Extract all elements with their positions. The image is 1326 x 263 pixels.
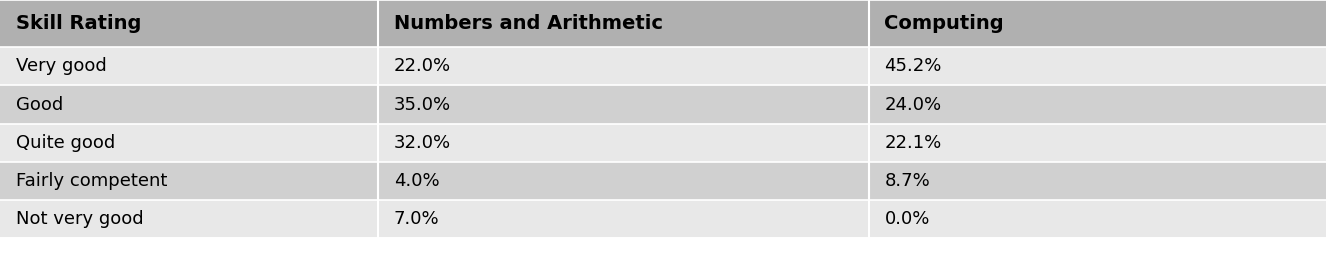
FancyBboxPatch shape [869,85,1326,124]
Text: 45.2%: 45.2% [884,57,941,75]
FancyBboxPatch shape [378,85,869,124]
FancyBboxPatch shape [0,47,378,85]
Text: 7.0%: 7.0% [394,210,439,228]
FancyBboxPatch shape [869,162,1326,200]
Text: 35.0%: 35.0% [394,95,451,114]
Text: Numbers and Arithmetic: Numbers and Arithmetic [394,14,663,33]
FancyBboxPatch shape [0,124,378,162]
FancyBboxPatch shape [0,162,378,200]
FancyBboxPatch shape [869,200,1326,238]
Text: Very good: Very good [16,57,106,75]
Text: Quite good: Quite good [16,134,115,152]
Text: 22.0%: 22.0% [394,57,451,75]
FancyBboxPatch shape [378,0,869,47]
FancyBboxPatch shape [0,85,378,124]
Text: 0.0%: 0.0% [884,210,930,228]
FancyBboxPatch shape [869,47,1326,85]
Text: 4.0%: 4.0% [394,172,439,190]
FancyBboxPatch shape [869,0,1326,47]
Text: Skill Rating: Skill Rating [16,14,142,33]
Text: 22.1%: 22.1% [884,134,941,152]
Text: 8.7%: 8.7% [884,172,931,190]
Text: Computing: Computing [884,14,1004,33]
Text: Not very good: Not very good [16,210,143,228]
FancyBboxPatch shape [378,47,869,85]
FancyBboxPatch shape [378,200,869,238]
Text: 32.0%: 32.0% [394,134,451,152]
FancyBboxPatch shape [378,162,869,200]
FancyBboxPatch shape [869,124,1326,162]
Text: Good: Good [16,95,64,114]
Text: 24.0%: 24.0% [884,95,941,114]
FancyBboxPatch shape [0,0,378,47]
FancyBboxPatch shape [0,200,378,238]
FancyBboxPatch shape [378,124,869,162]
Text: Fairly competent: Fairly competent [16,172,167,190]
